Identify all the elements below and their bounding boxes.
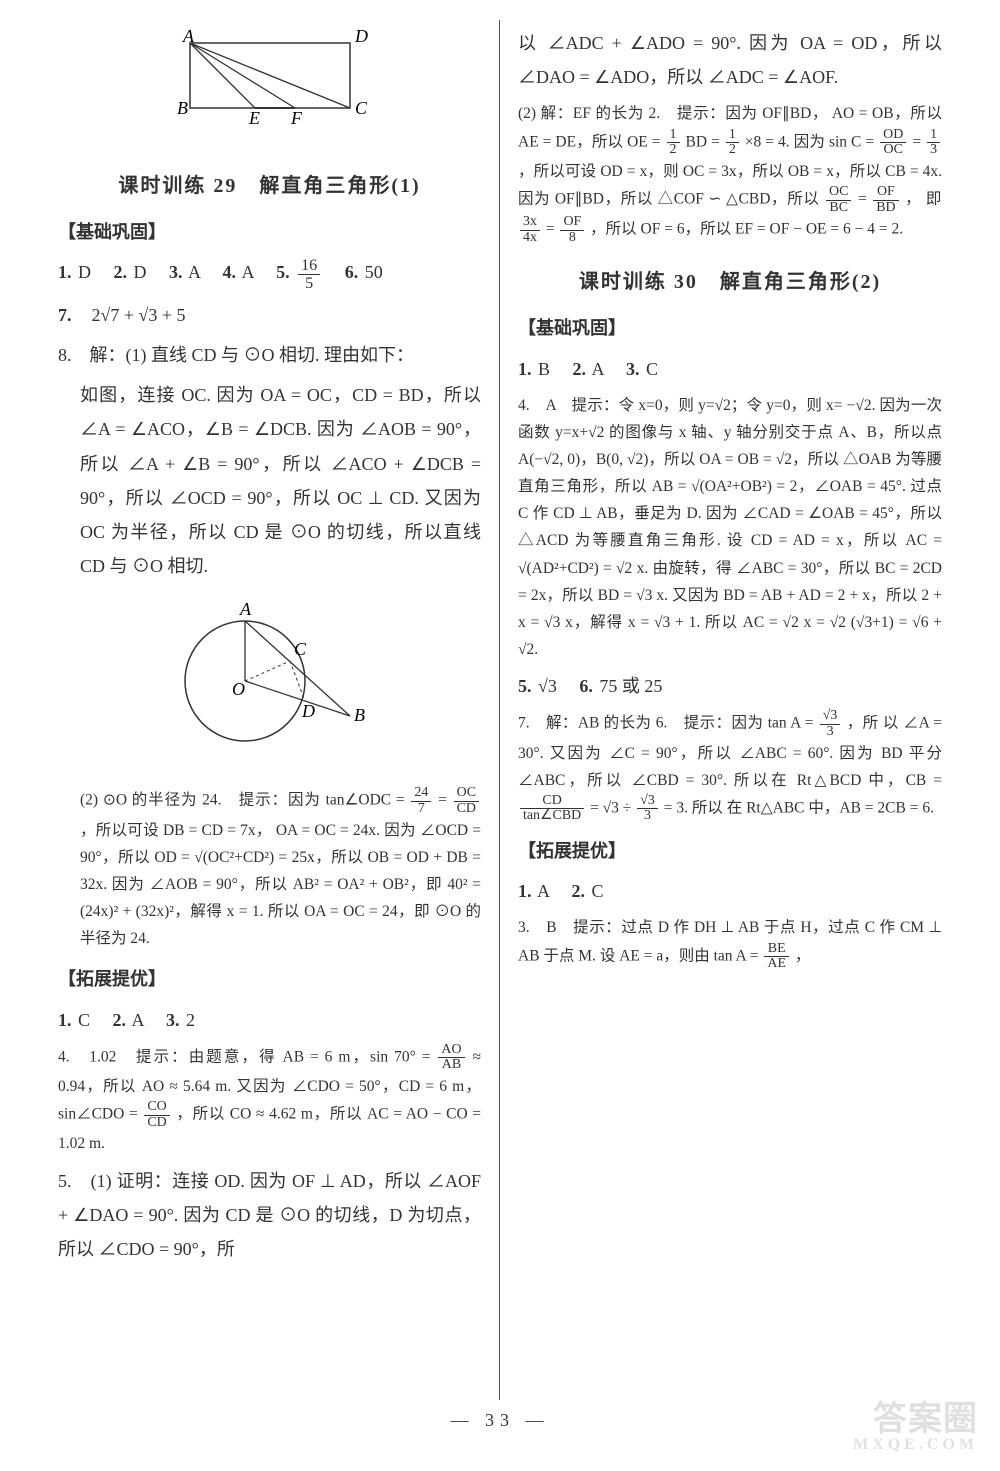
answer-29-ext-5: 5. (1) 证明：连接 OD. 因为 OF ⊥ AD，所以 ∠AOF + ∠D… xyxy=(58,1164,481,1267)
answer-29-8-1-body: 如图，连接 OC. 因为 OA = OC，CD = BD，所以 ∠A = ∠AC… xyxy=(58,378,481,583)
figure-rectangle: A D B C E F xyxy=(58,28,481,149)
svg-text:B: B xyxy=(177,98,188,118)
lesson-29-title: 课时训练 29 解直角三角形(1) xyxy=(58,167,481,205)
answer-30-7: 7. 解：AB 的长为 6. 提示：因为 tan A = √33 ，所 以 ∠A… xyxy=(518,709,942,824)
answers-29-basic-1: 1. D 2. D 3. A 4. A 5. 165 6. 50 xyxy=(58,255,481,291)
figure-circle: A B C D O xyxy=(58,591,481,772)
svg-text:F: F xyxy=(290,108,303,128)
page-number: — 33 — xyxy=(40,1410,960,1431)
ext-head-left: 【拓展提优】 xyxy=(58,962,481,996)
watermark: 答案圈 MXQE.COM xyxy=(853,1403,978,1453)
answer-29-8-1-head: 8. 解：(1) 直线 CD 与 ⊙O 相切. 理由如下： xyxy=(58,338,481,372)
answer-30-ext-3: 3. B 提示：过点 D 作 DH ⊥ AB 于点 H，过点 C 作 CM ⊥ … xyxy=(518,914,942,971)
answers-30-basic-1: 1. B 2. A 3. C xyxy=(518,352,942,386)
svg-text:E: E xyxy=(248,108,260,128)
answers-30-ext-1: 1. A 2. C xyxy=(518,874,942,908)
basic-head-right: 【基础巩固】 xyxy=(518,311,942,345)
watermark-main: 答案圈 xyxy=(873,1401,978,1438)
cont-from-left: 以 ∠ADC + ∠ADO = 90°. 因为 OA = OD，所以 ∠DAO … xyxy=(518,26,942,94)
watermark-sub: MXQE.COM xyxy=(853,1437,978,1453)
right-column: 以 ∠ADC + ∠ADO = 90°. 因为 OA = OD，所以 ∠DAO … xyxy=(500,20,960,1400)
svg-text:D: D xyxy=(301,701,315,721)
answer-29-ext-4: 4. 1.02 提示：由题意，得 AB = 6 m，sin 70° = AOAB… xyxy=(58,1043,481,1158)
svg-text:B: B xyxy=(354,705,365,725)
svg-text:O: O xyxy=(232,679,245,699)
ext-head-right: 【拓展提优】 xyxy=(518,834,942,868)
answer-30-4: 4. A 提示：令 x=0，则 y=√2；令 y=0，则 x= −√2. 因为一… xyxy=(518,392,942,663)
svg-text:C: C xyxy=(294,639,307,659)
svg-text:C: C xyxy=(355,98,368,118)
left-column: A D B C E F 课时训练 29 解直角三角形(1) 【基础巩固】 1. … xyxy=(40,20,500,1400)
svg-text:A: A xyxy=(239,599,252,619)
svg-text:A: A xyxy=(182,28,195,46)
lesson-30-title: 课时训练 30 解直角三角形(2) xyxy=(518,263,942,301)
answers-29-ext-1: 1. C 2. A 3. 2 xyxy=(58,1003,481,1037)
svg-text:D: D xyxy=(354,28,368,46)
answers-30-56: 5. √3 6. 75 或 25 xyxy=(518,669,942,703)
answer-29-7: 7. 2√7 + √3 + 5 xyxy=(58,298,481,332)
answer-29-ext-5-2: (2) 解：EF 的长为 2. 提示：因为 OF∥BD， AO = OB，所以 … xyxy=(518,100,942,245)
basic-head-left: 【基础巩固】 xyxy=(58,215,481,249)
answer-29-8-2: (2) ⊙O 的半径为 24. 提示：因为 tan∠ODC = 247 = OC… xyxy=(58,786,481,952)
